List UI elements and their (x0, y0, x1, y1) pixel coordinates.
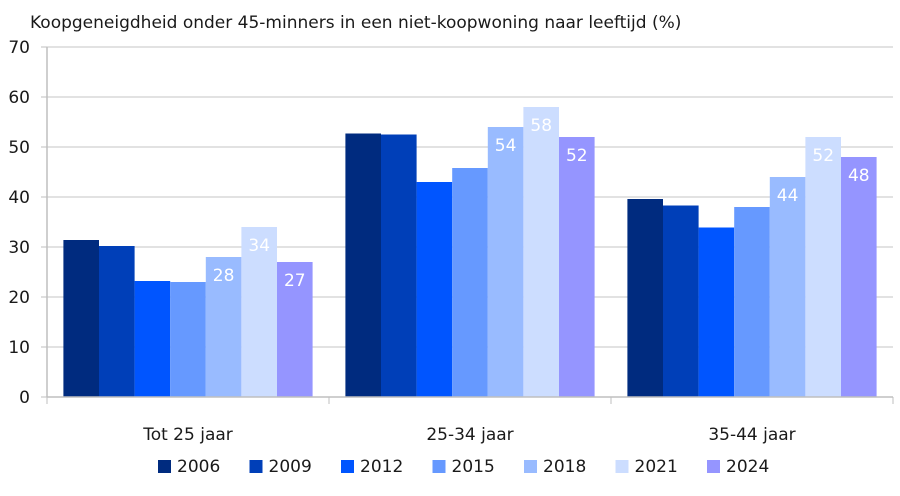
bar-2024-1 (559, 137, 595, 397)
bar-2006-0 (63, 240, 99, 397)
legend-label: 2012 (360, 457, 403, 477)
y-tick-label: 60 (8, 88, 30, 108)
legend-swatch (615, 460, 629, 473)
bar-2021-2 (805, 137, 841, 397)
x-axis: Tot 25 jaar 25-34 jaar 35-44 jaar (46, 396, 894, 445)
legend-item: 2018 (524, 457, 586, 477)
legend-item: 2021 (615, 457, 678, 477)
legend-swatch (524, 460, 537, 473)
bars: 28 54 44 34 58 52 27 52 48 (63, 107, 877, 397)
y-tick-label: 0 (19, 388, 30, 408)
legend: 2006 2009 2012 2015 2018 2021 2024 (158, 457, 769, 477)
legend-swatch (249, 460, 263, 473)
legend-swatch (707, 460, 720, 473)
bar-2012-1 (416, 182, 453, 397)
bar-2015-1 (452, 168, 488, 397)
y-tick-label: 30 (8, 238, 30, 258)
legend-item: 2012 (341, 457, 403, 477)
legend-item: 2009 (249, 457, 312, 477)
legend-item: 2024 (707, 457, 769, 477)
x-tick-label: 25-34 jaar (426, 425, 513, 445)
x-tick-label: Tot 25 jaar (142, 425, 233, 445)
legend-label: 2024 (726, 457, 769, 477)
legend-item: 2006 (158, 457, 220, 477)
data-label: 27 (284, 271, 306, 291)
legend-label: 2006 (177, 457, 220, 477)
legend-item: 2015 (432, 457, 495, 477)
bar-2009-1 (381, 134, 417, 397)
y-tick-label: 10 (8, 338, 30, 358)
legend-swatch (158, 460, 171, 473)
y-tick-label: 70 (8, 38, 30, 58)
bar-2009-2 (663, 205, 699, 397)
bar-2009-0 (99, 246, 135, 397)
legend-label: 2015 (452, 457, 495, 477)
bar-2006-2 (627, 199, 663, 397)
legend-label: 2009 (269, 457, 312, 477)
bar-2021-1 (523, 107, 559, 397)
data-label: 52 (812, 146, 834, 166)
data-label: 28 (213, 266, 235, 286)
data-label: 52 (566, 146, 588, 166)
chart-title: Koopgeneigdheid onder 45-minners in een … (30, 13, 681, 33)
y-tick-label: 40 (8, 188, 30, 208)
legend-label: 2021 (635, 457, 678, 477)
legend-label: 2018 (543, 457, 586, 477)
bar-2021-0 (241, 227, 277, 397)
bar-2018-1 (487, 127, 524, 397)
bar-2018-2 (769, 177, 806, 397)
bar-2024-0 (277, 262, 313, 397)
bar-2024-2 (841, 157, 877, 397)
y-axis: 0 10 20 30 40 50 60 70 (8, 38, 48, 408)
bar-2015-2 (734, 207, 770, 397)
legend-swatch (432, 460, 446, 473)
data-label: 48 (848, 166, 870, 186)
y-tick-label: 20 (8, 288, 30, 308)
data-label: 44 (777, 186, 799, 206)
bar-2018-0 (205, 257, 242, 397)
y-tick-label: 50 (8, 138, 30, 158)
bar-2015-0 (170, 282, 206, 397)
data-label: 58 (530, 116, 552, 136)
legend-swatch (341, 460, 354, 473)
bar-2006-1 (345, 133, 381, 397)
bar-2012-2 (698, 227, 735, 397)
x-tick-label: 35-44 jaar (708, 425, 795, 445)
data-label: 34 (248, 236, 270, 256)
data-label: 54 (495, 136, 517, 156)
bar-2012-0 (134, 281, 171, 397)
